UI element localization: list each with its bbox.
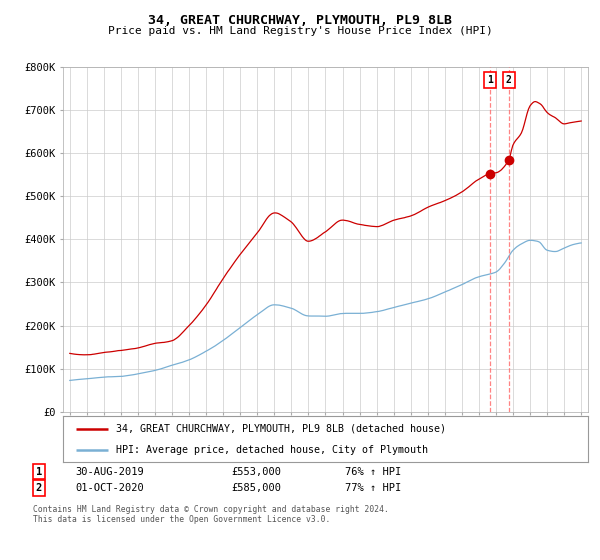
Text: 34, GREAT CHURCHWAY, PLYMOUTH, PL9 8LB: 34, GREAT CHURCHWAY, PLYMOUTH, PL9 8LB	[148, 14, 452, 27]
Text: Price paid vs. HM Land Registry's House Price Index (HPI): Price paid vs. HM Land Registry's House …	[107, 26, 493, 36]
Text: 30-AUG-2019: 30-AUG-2019	[75, 466, 144, 477]
Text: 76% ↑ HPI: 76% ↑ HPI	[345, 466, 401, 477]
Text: HPI: Average price, detached house, City of Plymouth: HPI: Average price, detached house, City…	[115, 445, 427, 455]
Text: 1: 1	[487, 75, 493, 85]
Text: 34, GREAT CHURCHWAY, PLYMOUTH, PL9 8LB (detached house): 34, GREAT CHURCHWAY, PLYMOUTH, PL9 8LB (…	[115, 423, 445, 433]
Text: 2: 2	[506, 75, 512, 85]
Text: Contains HM Land Registry data © Crown copyright and database right 2024.: Contains HM Land Registry data © Crown c…	[33, 505, 389, 514]
Text: 1: 1	[36, 466, 42, 477]
Text: 01-OCT-2020: 01-OCT-2020	[75, 483, 144, 493]
Text: £585,000: £585,000	[231, 483, 281, 493]
Text: £553,000: £553,000	[231, 466, 281, 477]
Text: 77% ↑ HPI: 77% ↑ HPI	[345, 483, 401, 493]
Text: This data is licensed under the Open Government Licence v3.0.: This data is licensed under the Open Gov…	[33, 515, 331, 524]
Text: 2: 2	[36, 483, 42, 493]
